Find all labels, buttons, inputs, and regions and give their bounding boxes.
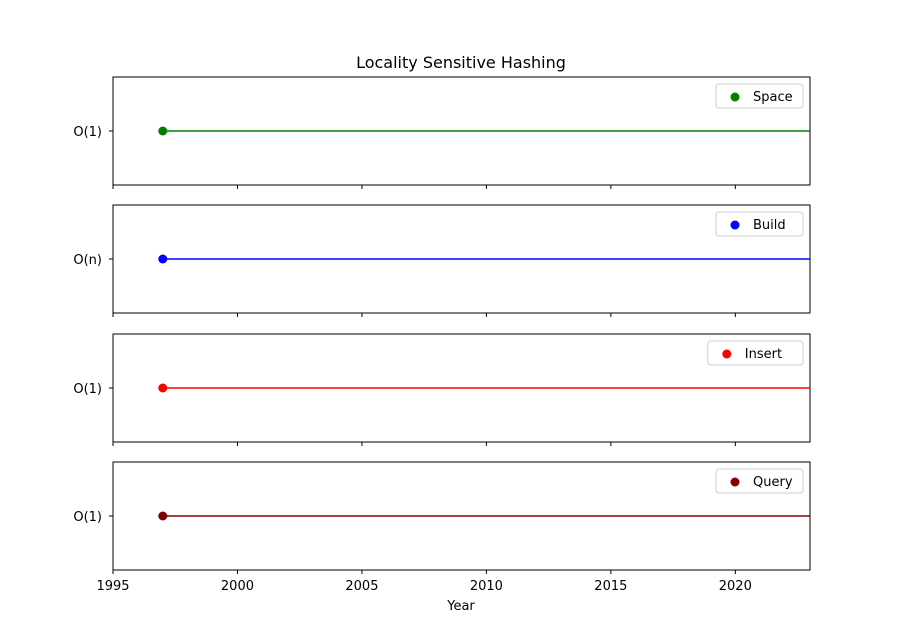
panel-space: O(1) Space bbox=[73, 76, 811, 189]
y-tick-label: O(1) bbox=[73, 382, 102, 397]
series-point-insert bbox=[158, 383, 168, 393]
legend-query: Query bbox=[715, 468, 804, 494]
legend-box bbox=[715, 211, 804, 237]
legend-label: Space bbox=[753, 90, 793, 105]
legend-box bbox=[715, 83, 804, 109]
x-tick-label: 2005 bbox=[345, 579, 378, 594]
legend-marker bbox=[730, 92, 740, 102]
series-point-query bbox=[158, 511, 168, 521]
x-tick-label: 1995 bbox=[96, 579, 129, 594]
legend-box bbox=[715, 468, 804, 494]
legend-label: Insert bbox=[745, 347, 782, 362]
panels: O(1) Space O(n) Build O(1) Insert O(1) Query bbox=[73, 76, 811, 574]
panel-query: O(1) Query bbox=[73, 461, 811, 574]
y-tick-label: O(n) bbox=[73, 253, 102, 268]
chart-title: Locality Sensitive Hashing bbox=[356, 53, 566, 72]
legend-marker bbox=[722, 349, 732, 359]
panel-insert: O(1) Insert bbox=[73, 333, 811, 446]
y-tick-label: O(1) bbox=[73, 125, 102, 140]
legend-marker bbox=[730, 477, 740, 487]
legend-label: Build bbox=[753, 218, 786, 233]
x-tick-label: 2020 bbox=[719, 579, 752, 594]
series-point-space bbox=[158, 126, 168, 136]
legend-marker bbox=[730, 220, 740, 230]
legend-box bbox=[707, 340, 804, 366]
legend-insert: Insert bbox=[707, 340, 804, 366]
x-tick-label: 2000 bbox=[221, 579, 254, 594]
legend-label: Query bbox=[753, 475, 793, 490]
x-tick-label: 2015 bbox=[594, 579, 627, 594]
legend-space: Space bbox=[715, 83, 804, 109]
legend-build: Build bbox=[715, 211, 804, 237]
x-tick-label: 2010 bbox=[470, 579, 503, 594]
x-axis: 1995 2000 2005 2010 2015 2020 bbox=[96, 579, 751, 594]
y-tick-label: O(1) bbox=[73, 510, 102, 525]
x-axis-label: Year bbox=[446, 599, 475, 614]
series-point-build bbox=[158, 254, 168, 264]
panel-build: O(n) Build bbox=[73, 204, 811, 317]
